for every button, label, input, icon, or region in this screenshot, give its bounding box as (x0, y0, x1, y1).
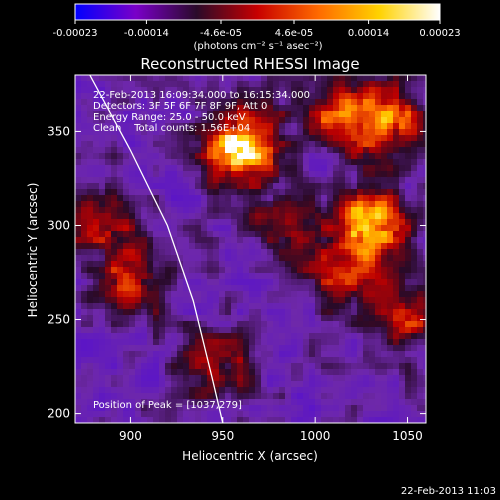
y-tick-label: 200 (47, 407, 70, 421)
peak-position-label: Position of Peak = [1037,279] (93, 400, 242, 411)
y-axis-label: Heliocentric Y (arcsec) (26, 183, 40, 318)
colorbar-tick-label: 4.6e-05 (275, 28, 313, 39)
timestamp: 22-Feb-2013 11:03 (401, 486, 496, 497)
colorbar-tick-label: -0.00014 (124, 28, 169, 39)
solar-limb-curve (89, 75, 224, 423)
annotation-time-range: 22-Feb-2013 16:09:34.000 to 16:15:34.000 (93, 90, 310, 101)
colorbar-tick-label: 0.00014 (348, 28, 389, 39)
y-axis: 200 250 300 350 (47, 124, 426, 421)
heatmap-image (75, 75, 426, 423)
x-axis: 900 950 1000 1050 (119, 75, 423, 443)
annotation-detectors: Detectors: 3F 5F 6F 7F 8F 9F, Att 0 (93, 101, 267, 112)
colorbar-ticks: -0.00023 -0.00014 -4.6e-05 4.6e-05 0.00014 0.… (53, 20, 461, 39)
annotation-energy-range: Energy Range: 25.0 - 50.0 keV (93, 112, 246, 123)
colorbar: -0.00023 -0.00014 -4.6e-05 4.6e-05 0.00014 0.… (53, 3, 461, 52)
x-axis-label: Heliocentric X (arcsec) (182, 449, 318, 463)
chart-title: Reconstructed RHESSI Image (140, 55, 359, 73)
plot-frame (74, 74, 427, 424)
colorbar-tick-label: -4.6e-05 (200, 28, 242, 39)
y-tick-label: 350 (47, 124, 70, 138)
plot-area: 900 950 1000 1050 200 250 300 350 22-Feb-2013 … (47, 74, 427, 443)
x-tick-label: 950 (211, 429, 234, 443)
y-tick-label: 250 (47, 313, 70, 327)
x-tick-label: 900 (119, 429, 142, 443)
x-tick-label: 1050 (392, 429, 423, 443)
colorbar-units: (photons cm⁻² s⁻¹ asec⁻²) (193, 41, 322, 52)
x-tick-label: 1000 (300, 429, 331, 443)
y-tick-label: 300 (47, 218, 70, 232)
colorbar-tick-label: -0.00023 (53, 28, 98, 39)
colorbar-tick-label: 0.00023 (419, 28, 460, 39)
colorbar-gradient (74, 3, 441, 21)
annotation-total-counts: Clean Total counts: 1.56E+04 (93, 123, 250, 134)
